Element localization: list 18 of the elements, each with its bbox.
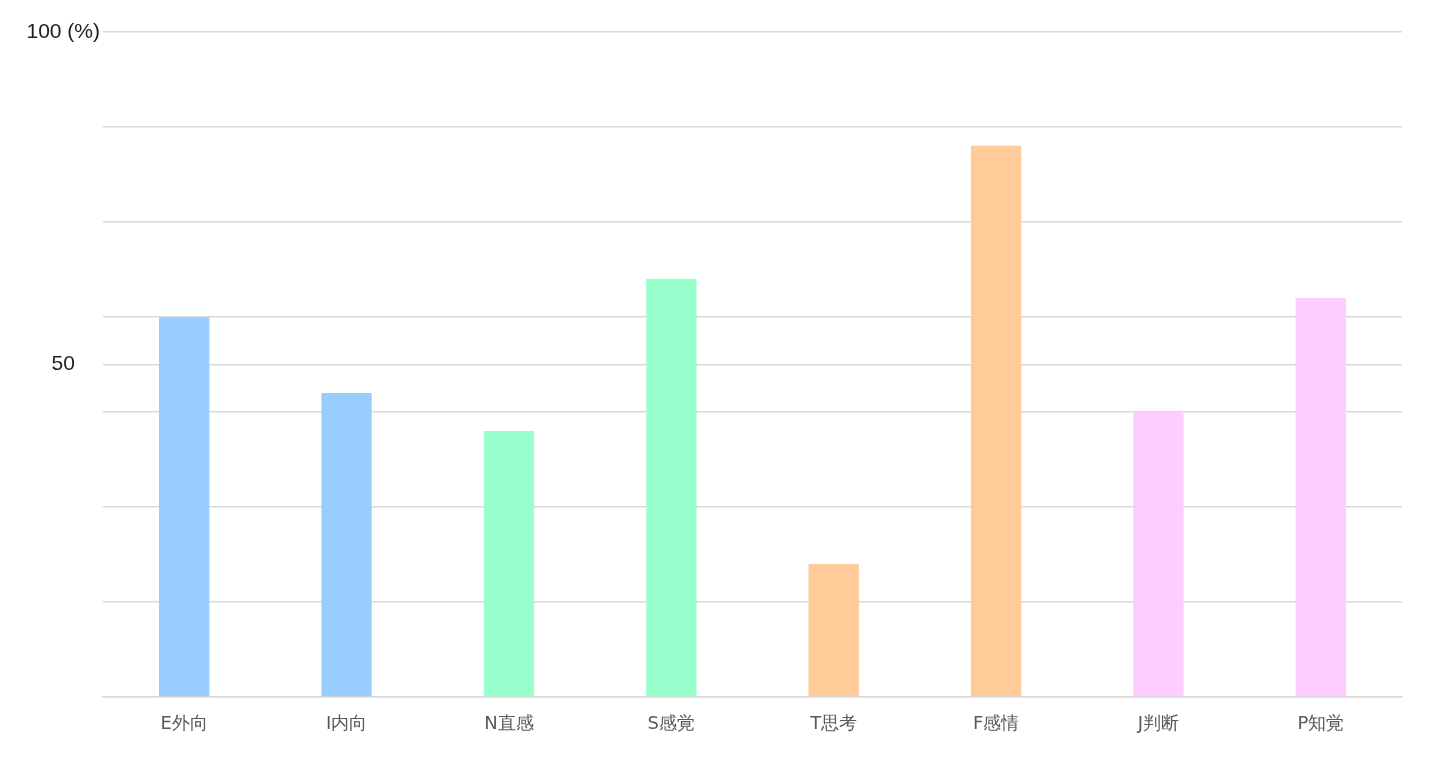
bar xyxy=(159,317,210,697)
y-tick-label: 100 (%) xyxy=(26,18,100,42)
y-tick-label: 50 xyxy=(51,351,75,375)
bar xyxy=(321,393,372,697)
x-tick-label: E外向 xyxy=(160,712,208,734)
x-tick-label: T思考 xyxy=(809,712,858,734)
x-tick-label: F感情 xyxy=(972,712,1020,734)
x-tick-label: J判断 xyxy=(1136,712,1180,734)
bar xyxy=(483,431,535,697)
x-tick-label: S感覚 xyxy=(647,712,696,734)
x-tick-label: P知覚 xyxy=(1297,712,1345,734)
bar xyxy=(1295,298,1346,697)
x-tick-label: N直感 xyxy=(484,712,534,734)
bar xyxy=(808,564,859,697)
bar xyxy=(646,278,697,697)
bar xyxy=(1133,411,1184,697)
x-tick-label: I内向 xyxy=(325,712,368,734)
bar xyxy=(970,145,1022,697)
